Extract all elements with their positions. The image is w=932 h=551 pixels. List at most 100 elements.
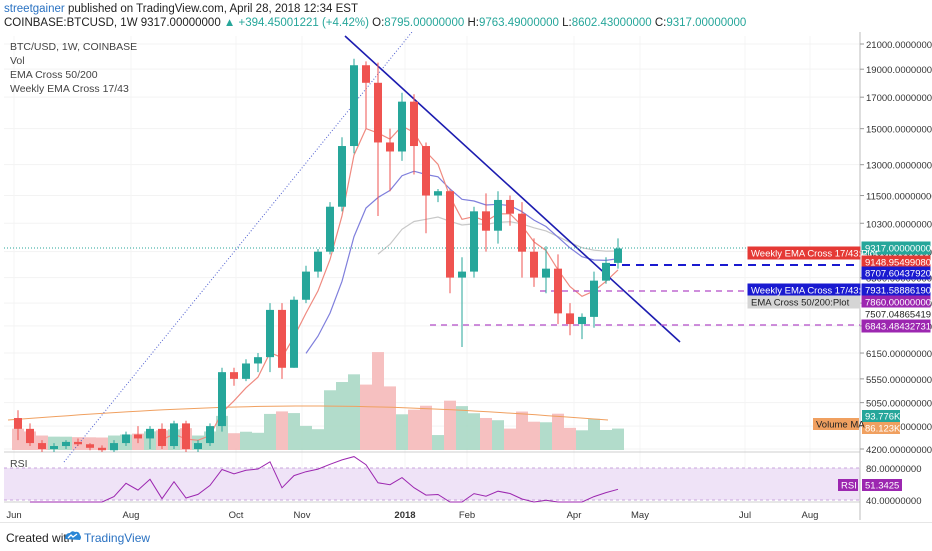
y-tick-label: 19000.00000000 <box>866 65 932 76</box>
candle-body <box>74 441 82 445</box>
close-label: C: <box>654 17 667 29</box>
volume-bar <box>468 413 480 450</box>
rsi-value: 51.3425 <box>865 481 899 492</box>
tradingview-brand-link[interactable]: TradingView <box>84 531 151 545</box>
volume-bar <box>408 409 420 450</box>
candle-body <box>278 309 286 368</box>
volume-bar <box>336 382 348 450</box>
volume-bar <box>396 414 408 450</box>
candle-body <box>338 146 346 207</box>
candle-body <box>386 142 394 152</box>
x-tick-label: Nov <box>294 510 311 521</box>
candle-body <box>602 262 610 281</box>
candle-body <box>470 211 478 272</box>
rsi-value-bg <box>862 479 902 491</box>
volume-bar <box>432 435 444 450</box>
open-value: 8795.00000000 <box>384 17 465 29</box>
volume-bar <box>372 352 384 450</box>
volume-bar <box>288 413 300 450</box>
resistance-trendline[interactable] <box>344 35 681 343</box>
change-value: ▲ +394.45001221 (+4.42%) <box>223 17 369 29</box>
candle-body <box>374 82 382 143</box>
candle-body <box>290 299 298 368</box>
volume-bar <box>552 413 564 450</box>
candle-body <box>86 444 94 448</box>
x-tick-label: Jul <box>739 510 751 521</box>
y-tick-label: 5050.00000000 <box>866 399 932 410</box>
candle-body <box>38 443 46 449</box>
legend-ema-cross: EMA Cross 50/200 <box>10 69 98 81</box>
candle-body <box>398 101 406 152</box>
candle-body <box>566 313 574 325</box>
x-tick-label: 2018 <box>394 510 415 521</box>
volume-bar <box>252 432 264 450</box>
price-label: 9148.95499080 <box>865 258 931 269</box>
volume-bar <box>360 384 372 450</box>
low-value: 8602.43000000 <box>571 17 652 29</box>
candle-body <box>494 199 502 231</box>
candle-body <box>158 428 166 447</box>
volume-bar <box>528 421 540 450</box>
price-label: 8707.60437920 <box>865 269 931 280</box>
price-label: Weekly EMA Cross 17/43:Plot <box>751 286 878 297</box>
candle-body <box>422 146 430 196</box>
price-chart[interactable]: BTC/USD, 1W, COINBASE Vol EMA Cross 50/2… <box>0 32 932 522</box>
candle-body <box>218 372 226 427</box>
high-value: 9763.49000000 <box>478 17 559 29</box>
volume-bar <box>612 428 624 450</box>
candle-body <box>446 191 454 278</box>
high-label: H: <box>467 17 479 29</box>
low-label: L: <box>562 17 572 29</box>
candle-body <box>362 65 370 83</box>
volume-value: 93.776K <box>865 412 901 423</box>
volume-bar <box>576 430 588 450</box>
rsi-tick-label: 80.00000000 <box>866 464 921 475</box>
candle-body <box>518 213 526 252</box>
volume-bar <box>264 413 276 450</box>
candle-body <box>506 199 514 214</box>
y-tick-label: 10300.00000000 <box>866 219 932 230</box>
legend-weekly-ema: Weekly EMA Cross 17/43 <box>10 83 129 95</box>
footer: Created with TradingView <box>0 522 932 551</box>
candle-body <box>302 271 310 300</box>
legend-vol: Vol <box>10 55 25 67</box>
published-text: published on TradingView.com, April 28, … <box>67 3 358 15</box>
candle-body <box>482 211 490 231</box>
last-price: 9317.00000000 <box>140 17 221 29</box>
candle-body <box>578 316 586 325</box>
volume-bar <box>516 411 528 450</box>
candle-body <box>542 268 550 278</box>
chart-legend: BTC/USD, 1W, COINBASE Vol EMA Cross 50/2… <box>10 41 137 470</box>
volume-bar <box>588 418 600 450</box>
y-tick-label: 5550.00000000 <box>866 375 932 386</box>
candle-body <box>314 251 322 272</box>
candle-body <box>350 65 358 147</box>
volume-ma-label: Volume MA <box>816 420 865 431</box>
volume-ma-label-bg <box>813 418 859 430</box>
candle-body <box>122 434 130 444</box>
volume-bar <box>348 374 360 450</box>
rsi-label-bg <box>838 479 858 491</box>
candle-body <box>182 423 190 449</box>
candle-body <box>230 372 238 379</box>
candle-body <box>590 280 598 317</box>
y-tick-label: 13000.00000000 <box>866 161 932 172</box>
volume-bar <box>240 431 252 450</box>
close-value: 9317.00000000 <box>666 17 747 29</box>
x-tick-label: Aug <box>802 510 819 521</box>
y-tick-label: 6150.00000000 <box>866 349 932 360</box>
publish-line: streetgainer published on TradingView.co… <box>4 3 358 15</box>
price-label-bg <box>861 319 931 333</box>
candle-body <box>206 426 214 444</box>
candle-body <box>146 428 154 439</box>
publisher-link[interactable]: streetgainer <box>4 3 65 15</box>
candle-body <box>434 191 442 196</box>
volume-bar <box>300 425 312 450</box>
volume-bar <box>384 386 396 450</box>
y-tick-label: 15000.00000000 <box>866 125 932 136</box>
price-label: 7860.00000000 <box>865 298 931 309</box>
price-label: EMA Cross 50/200:Plot <box>751 298 850 309</box>
candle-body <box>194 443 202 449</box>
volume-ma-line <box>7 405 609 421</box>
price-label: 9317.00000000 <box>865 244 931 255</box>
